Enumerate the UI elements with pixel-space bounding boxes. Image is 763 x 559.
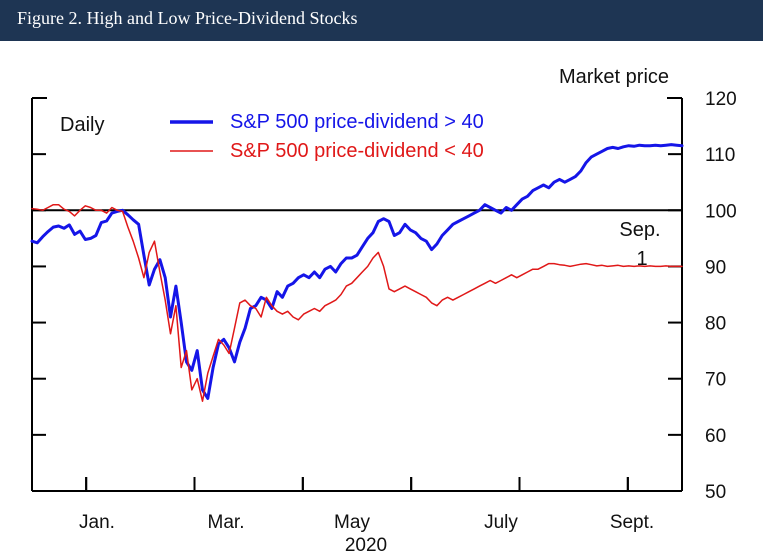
x-tick-label: Jan. <box>79 512 115 533</box>
figure-header: Figure 2. High and Low Price-Dividend St… <box>0 0 763 41</box>
y-axis-title: Market price <box>559 66 669 88</box>
x-tick-label: Sept. <box>610 512 654 533</box>
series-line-high <box>30 143 684 400</box>
legend-label-high: S&P 500 price-dividend > 40 <box>230 111 484 133</box>
y-tick-label: 60 <box>705 426 726 447</box>
x-tick-label: July <box>484 512 518 533</box>
series-line-low <box>31 203 683 402</box>
chart-labels: 50 60 70 80 90 100 110 120 Jan. Mar. May July Sept. 2… <box>60 66 737 556</box>
y-tick-label: 100 <box>705 201 737 222</box>
annotation-line2: 1 <box>636 248 647 270</box>
legend-label-low: S&P 500 price-dividend < 40 <box>230 140 484 162</box>
y-tick-label: 110 <box>705 145 735 166</box>
y-tick-label: 120 <box>705 89 737 110</box>
frequency-label: Daily <box>60 114 104 136</box>
annotation-line1: Sep. <box>619 219 660 241</box>
y-tick-label: 50 <box>705 482 726 503</box>
price-dividend-chart: 50 60 70 80 90 100 110 120 Jan. Mar. May July Sept. 2… <box>30 66 737 556</box>
chart-lines <box>30 143 684 402</box>
x-axis-year-label: 2020 <box>345 535 387 556</box>
x-tick-label: May <box>334 512 370 533</box>
y-tick-label: 80 <box>705 314 726 335</box>
y-tick-label: 90 <box>705 257 726 278</box>
figure-title: Figure 2. High and Low Price-Dividend St… <box>17 8 358 28</box>
x-tick-label: Mar. <box>208 512 245 533</box>
y-tick-label: 70 <box>705 370 726 391</box>
